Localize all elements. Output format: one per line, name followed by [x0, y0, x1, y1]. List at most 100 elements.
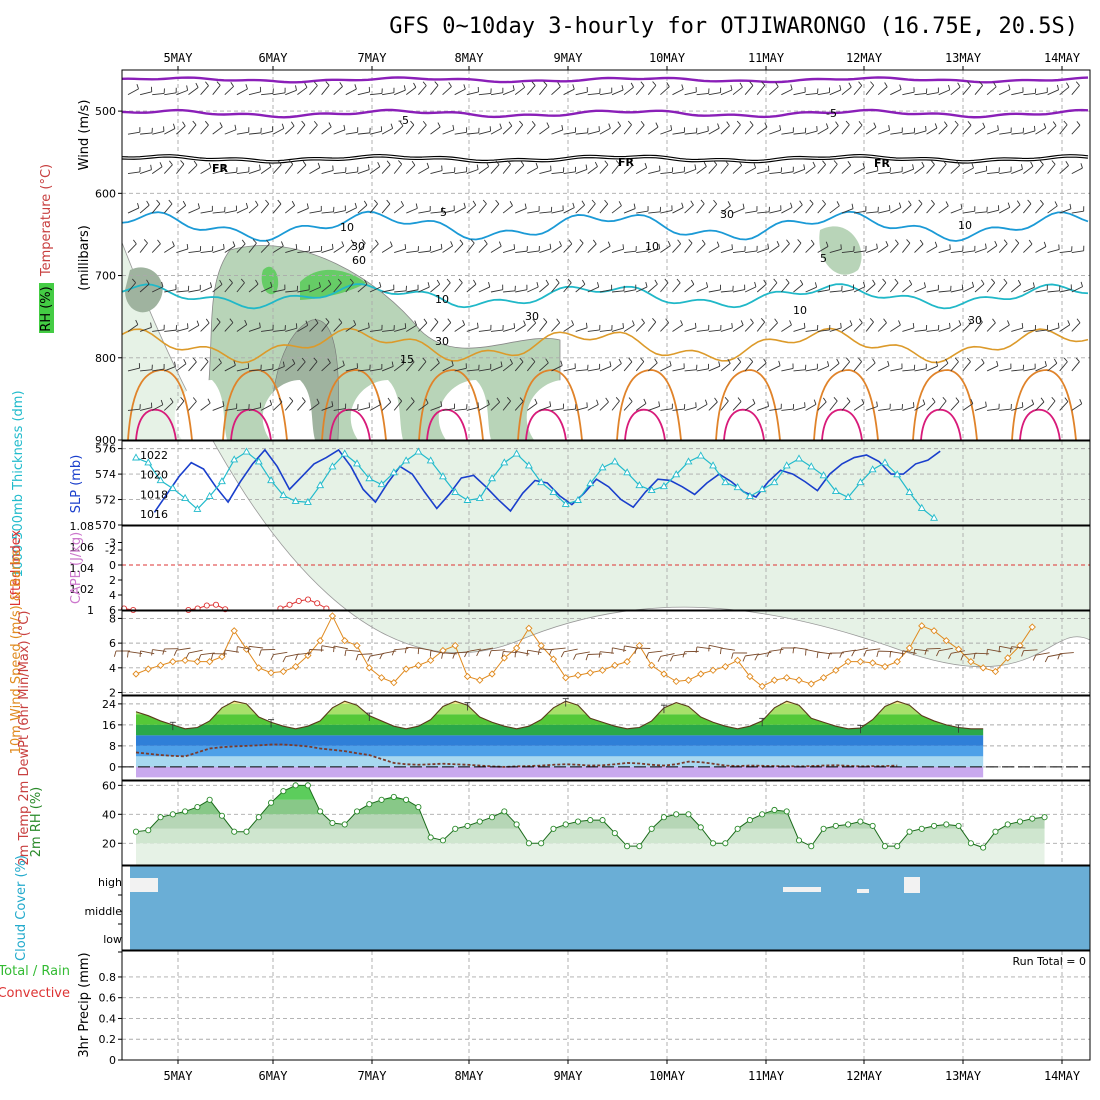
upper-wind-barb — [757, 248, 769, 253]
wind10-point — [537, 641, 545, 650]
upper-wind-barb — [454, 88, 466, 96]
upper-wind-barb — [851, 203, 854, 209]
upper-wind-barb — [688, 239, 693, 244]
upper-wind-barb — [478, 329, 491, 332]
upper-wind-barb — [437, 122, 441, 128]
y-tick-label: 2 — [109, 574, 116, 587]
wind10-point — [304, 651, 312, 660]
slp-point — [181, 493, 190, 501]
wind10-point — [279, 667, 287, 676]
upper-wind-barb — [607, 241, 611, 247]
upper-wind-barb — [152, 329, 165, 332]
slp-point — [586, 479, 595, 487]
upper-wind-barb — [321, 362, 331, 372]
upper-wind-barb — [448, 82, 452, 87]
upper-wind-barb — [732, 165, 743, 174]
upper-wind-barb — [563, 324, 574, 332]
upper-wind-barb — [756, 126, 768, 135]
upper-wind-barb — [502, 89, 515, 96]
upper-wind-barb — [862, 163, 865, 169]
upper-wind-barb — [248, 242, 257, 253]
upper-wind-barb — [865, 321, 874, 332]
wind10-barb — [223, 649, 226, 657]
upper-wind-barb — [667, 241, 671, 246]
upper-wind-barb — [833, 160, 838, 165]
upper-wind-barb — [652, 81, 657, 86]
upper-wind-barb — [998, 243, 1008, 253]
upper-wind-barb — [906, 239, 911, 244]
upper-wind-barb — [280, 241, 284, 247]
upper-wind-barb — [666, 82, 670, 87]
upper-wind-barb — [314, 318, 319, 324]
upper-wind-barb — [684, 204, 694, 214]
isotherm-25 — [426, 408, 468, 441]
upper-wind-barb — [410, 357, 415, 363]
upper-wind-barb — [526, 322, 537, 332]
upper-wind-barb — [156, 199, 161, 205]
upper-wind-barb — [572, 202, 575, 208]
upper-wind-barb — [1063, 357, 1068, 363]
upper-wind-barb — [369, 92, 382, 96]
upper-wind-barb — [484, 239, 488, 245]
rh-dry-pocket — [262, 380, 315, 440]
upper-wind-barb — [877, 86, 888, 96]
upper-wind-barb — [422, 357, 427, 362]
upper-wind-barb — [169, 160, 173, 166]
upper-wind-barb — [781, 88, 793, 96]
rh2m-point — [403, 796, 410, 803]
wind10-point — [869, 659, 877, 667]
wind10-barb — [779, 647, 782, 654]
upper-wind-barb — [878, 365, 890, 372]
upper-wind-barb — [720, 89, 733, 96]
isotherm-15 — [121, 327, 1089, 364]
upper-wind-barb — [921, 161, 925, 167]
upper-wind-barb — [829, 89, 842, 96]
upper-wind-barb — [993, 82, 997, 88]
upper-wind-barb — [727, 358, 731, 364]
upper-wind-barb — [684, 284, 695, 293]
upper-wind-barb — [768, 322, 778, 332]
precip-legend-total: Total / Rain — [0, 964, 70, 979]
lifted-index-point — [203, 602, 210, 609]
upper-wind-barb — [575, 169, 588, 175]
upper-wind-barb — [926, 92, 939, 96]
upper-wind-barb — [379, 281, 382, 288]
upper-wind-barb — [779, 125, 782, 131]
upper-wind-barb — [926, 127, 938, 135]
isotherm-label: -5 — [826, 107, 837, 120]
isotherm-label: FR — [874, 157, 891, 170]
wind10-point — [328, 612, 337, 620]
upper-wind-barb — [1007, 202, 1011, 208]
upper-wind-barb — [394, 327, 406, 332]
slp-point — [917, 503, 926, 511]
upper-wind-barb — [502, 163, 511, 174]
wind10-barb — [575, 651, 590, 655]
wind10-barb — [549, 649, 553, 656]
upper-wind-barb — [182, 121, 186, 127]
rh2m-point — [931, 822, 938, 829]
upper-wind-barb — [950, 250, 963, 253]
upper-wind-barb — [974, 406, 987, 411]
upper-wind-barb — [232, 241, 236, 247]
upper-wind-barb — [853, 403, 865, 411]
precip-ylabel: 3hr Precip (mm) — [77, 952, 92, 1057]
upper-wind-barb — [313, 120, 318, 126]
isotherm-25 — [525, 408, 567, 441]
upper-wind-barb — [756, 283, 767, 293]
rh-contour-label: 10 — [958, 219, 972, 232]
slp-point — [893, 470, 902, 478]
upper-wind-barb — [714, 397, 718, 403]
rh2m-point — [243, 828, 250, 835]
upper-wind-barb — [943, 121, 948, 126]
upper-wind-barb — [805, 130, 818, 135]
upper-wind-barb — [672, 408, 685, 411]
wind10-barb — [719, 648, 722, 655]
wind10-point — [451, 641, 459, 650]
wind10-barb — [1023, 649, 1038, 652]
upper-wind-barb — [696, 329, 709, 332]
rh-contour-label: 30 — [968, 314, 982, 327]
upper-wind-barb — [611, 248, 624, 253]
slp-tick-label: 1018 — [140, 488, 168, 501]
slp-point — [230, 455, 239, 463]
upper-wind-barb — [841, 250, 854, 253]
